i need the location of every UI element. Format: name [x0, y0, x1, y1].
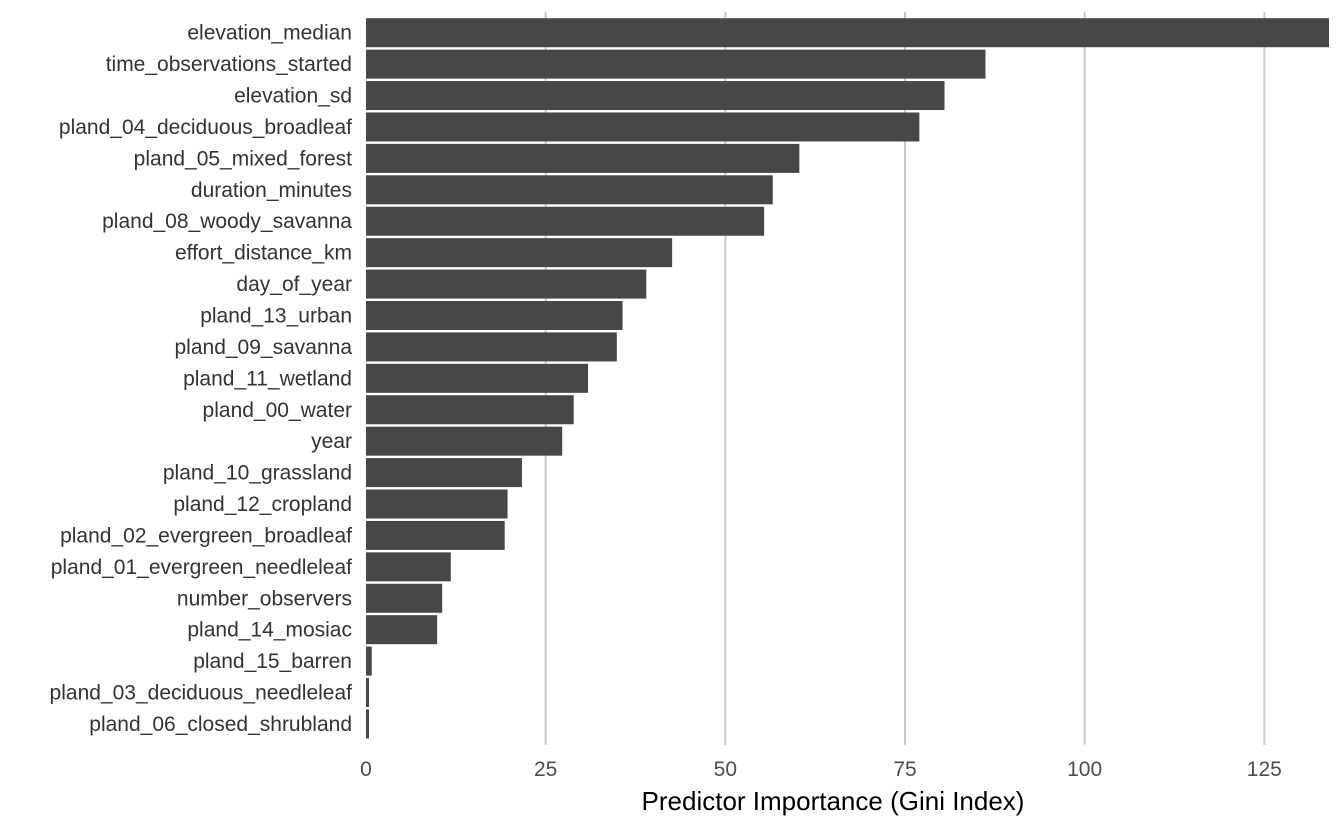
- bar-duration_minutes: [366, 175, 773, 205]
- bar-time_observations_started: [366, 49, 986, 79]
- bar-effort_distance_km: [366, 238, 673, 268]
- bar-pland_14_mosiac: [366, 615, 438, 645]
- category-label: pland_08_woody_savanna: [102, 210, 352, 233]
- x-tick-label: 75: [893, 758, 916, 781]
- x-axis-title: Predictor Importance (Gini Index): [642, 786, 1025, 816]
- category-label: duration_minutes: [191, 179, 352, 202]
- x-tick-label: 50: [714, 758, 737, 781]
- bar-pland_01_evergreen_needleleaf: [366, 552, 451, 582]
- category-label: pland_02_evergreen_broadleaf: [60, 524, 352, 547]
- bar-pland_02_evergreen_broadleaf: [366, 520, 505, 550]
- x-tick-label: 25: [534, 758, 557, 781]
- x-tick-label: 125: [1247, 758, 1282, 781]
- category-label: pland_05_mixed_forest: [134, 147, 352, 170]
- category-label: time_observations_started: [106, 53, 352, 76]
- category-label: pland_09_savanna: [175, 336, 353, 359]
- bar-pland_12_cropland: [366, 489, 508, 519]
- category-label: pland_00_water: [203, 399, 352, 422]
- bar-pland_09_savanna: [366, 332, 617, 362]
- bar-pland_13_urban: [366, 300, 623, 330]
- category-label: day_of_year: [236, 273, 352, 296]
- bar-pland_03_deciduous_needleleaf: [366, 678, 369, 708]
- category-label: pland_04_deciduous_broadleaf: [59, 116, 352, 139]
- category-label: pland_14_mosiac: [187, 619, 352, 642]
- bars: [366, 18, 1329, 739]
- category-label: elevation_median: [187, 22, 352, 45]
- x-tick-label: 100: [1067, 758, 1102, 781]
- x-tick-labels: 0 25 50 75 100 125: [360, 758, 1282, 781]
- category-label: pland_10_grassland: [163, 462, 352, 485]
- bar-pland_04_deciduous_broadleaf: [366, 112, 920, 142]
- category-label: pland_15_barren: [193, 650, 352, 673]
- category-label: year: [311, 430, 352, 453]
- category-label: pland_01_evergreen_needleleaf: [51, 556, 352, 579]
- category-label: pland_03_deciduous_needleleaf: [50, 682, 353, 705]
- bar-elevation_median: [366, 18, 1329, 48]
- category-label: effort_distance_km: [175, 242, 352, 265]
- bar-pland_10_grassland: [366, 458, 522, 488]
- bar-year: [366, 426, 563, 456]
- bar-pland_00_water: [366, 395, 574, 425]
- category-label: pland_11_wetland: [183, 367, 352, 390]
- bar-number_observers: [366, 583, 443, 613]
- category-label: pland_12_cropland: [173, 493, 352, 516]
- category-labels: elevation_median time_observations_starte…: [50, 22, 353, 736]
- category-label: number_observers: [177, 587, 352, 610]
- bar-pland_15_barren: [366, 646, 372, 676]
- category-label: elevation_sd: [234, 85, 352, 108]
- category-label: pland_06_closed_shrubland: [89, 713, 352, 736]
- bar-pland_05_mixed_forest: [366, 143, 800, 173]
- bar-day_of_year: [366, 269, 647, 299]
- bar-elevation_sd: [366, 81, 945, 111]
- bar-pland_08_woody_savanna: [366, 206, 765, 236]
- category-label: pland_13_urban: [200, 304, 352, 327]
- bar-pland_11_wetland: [366, 363, 589, 393]
- bar-pland_06_closed_shrubland: [366, 709, 369, 739]
- x-tick-label: 0: [360, 758, 372, 781]
